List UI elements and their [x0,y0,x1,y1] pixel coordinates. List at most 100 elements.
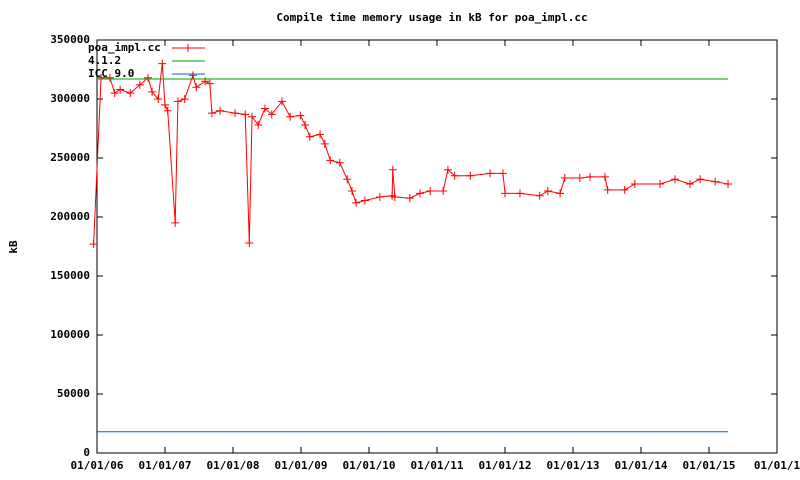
data-point [105,73,114,82]
data-point [320,139,329,148]
data-point [343,175,352,184]
data-point [163,106,172,115]
x-tick-label: 01/01/15 [683,459,736,472]
data-point [535,191,544,200]
plot-frame [96,39,778,454]
x-tick-label: 01/01/12 [479,459,532,472]
data-point [144,73,152,82]
data-point [560,174,569,183]
data-point [696,175,705,184]
data-point [148,87,157,96]
data-point [671,175,679,184]
data-point [231,109,240,118]
data-point [267,110,276,119]
data-point [416,189,424,198]
legend-label: poa_impl.cc [88,41,161,54]
data-point [501,189,509,198]
data-point [348,187,356,196]
data-point [216,106,225,115]
data-point [600,172,609,181]
data-point [586,172,594,181]
data-point [245,238,254,247]
data-point [388,165,397,174]
y-tick-label: 150000 [50,269,90,282]
data-point [543,187,552,196]
data-point [685,179,694,188]
data-point [116,85,125,94]
data-point [260,104,269,113]
data-point [241,110,250,119]
data-point [575,174,584,183]
y-tick-label: 250000 [50,151,90,164]
data-point [296,111,305,120]
data-point [439,187,448,196]
data-point [110,89,119,98]
data-point [515,189,524,198]
x-tick-label: 01/01/06 [71,459,124,472]
series-line [93,63,729,245]
data-point [486,169,495,178]
x-tick-label: 01/01/11 [411,459,464,472]
data-point [192,83,201,92]
data-point [305,132,314,141]
legend-label: ICC 9.0 [88,67,134,80]
x-tick-label: 01/01/13 [547,459,600,472]
data-point [390,192,399,201]
chart-title: Compile time memory usage in kB for poa_… [276,11,587,24]
legend-label: 4.1.2 [88,54,121,67]
y-tick-label: 350000 [50,33,90,46]
legend-marker [184,44,192,52]
y-axis-label: kB [7,240,20,254]
data-point [724,179,733,188]
data-point [335,158,344,167]
data-point [97,73,106,82]
x-tick-label: 01/01/14 [615,459,668,472]
x-tick-label: 01/01/09 [275,459,328,472]
data-point [603,185,612,194]
x-tick-label: 01/01/07 [139,459,192,472]
y-tick-label: 0 [83,446,90,459]
data-point [301,120,310,129]
x-tick-label: 01/01/08 [207,459,260,472]
data-point [254,120,263,129]
y-tick-label: 100000 [50,328,90,341]
data-point [360,196,369,205]
data-point [207,109,216,118]
data-point [188,71,197,80]
data-point [180,95,189,103]
data-point [443,165,452,174]
data-point [154,95,163,103]
data-point [161,100,169,109]
data-point [326,156,335,165]
data-point [158,59,167,68]
data-point [375,192,384,201]
data-point [466,171,475,180]
data-point [620,185,629,194]
y-tick-label: 300000 [50,92,90,105]
data-point [248,112,257,121]
data-point [126,89,135,98]
data-point [656,179,665,188]
y-tick-label: 50000 [57,387,90,400]
data-point [171,218,180,227]
data-point [173,97,182,106]
data-point [352,198,361,207]
data-point [498,169,507,178]
data-point [316,130,325,139]
data-point [405,194,414,203]
data-point [135,80,144,89]
x-tick-label: 01/01/1 [754,459,800,472]
data-point [89,240,98,249]
x-tick-label: 01/01/10 [343,459,396,472]
data-point [630,179,639,188]
data-point [556,189,565,198]
data-point [286,112,295,121]
data-point [277,97,286,106]
data-point [450,171,459,180]
data-point [426,187,435,196]
y-tick-label: 200000 [50,210,90,223]
data-point [711,177,720,186]
data-point [205,79,214,88]
